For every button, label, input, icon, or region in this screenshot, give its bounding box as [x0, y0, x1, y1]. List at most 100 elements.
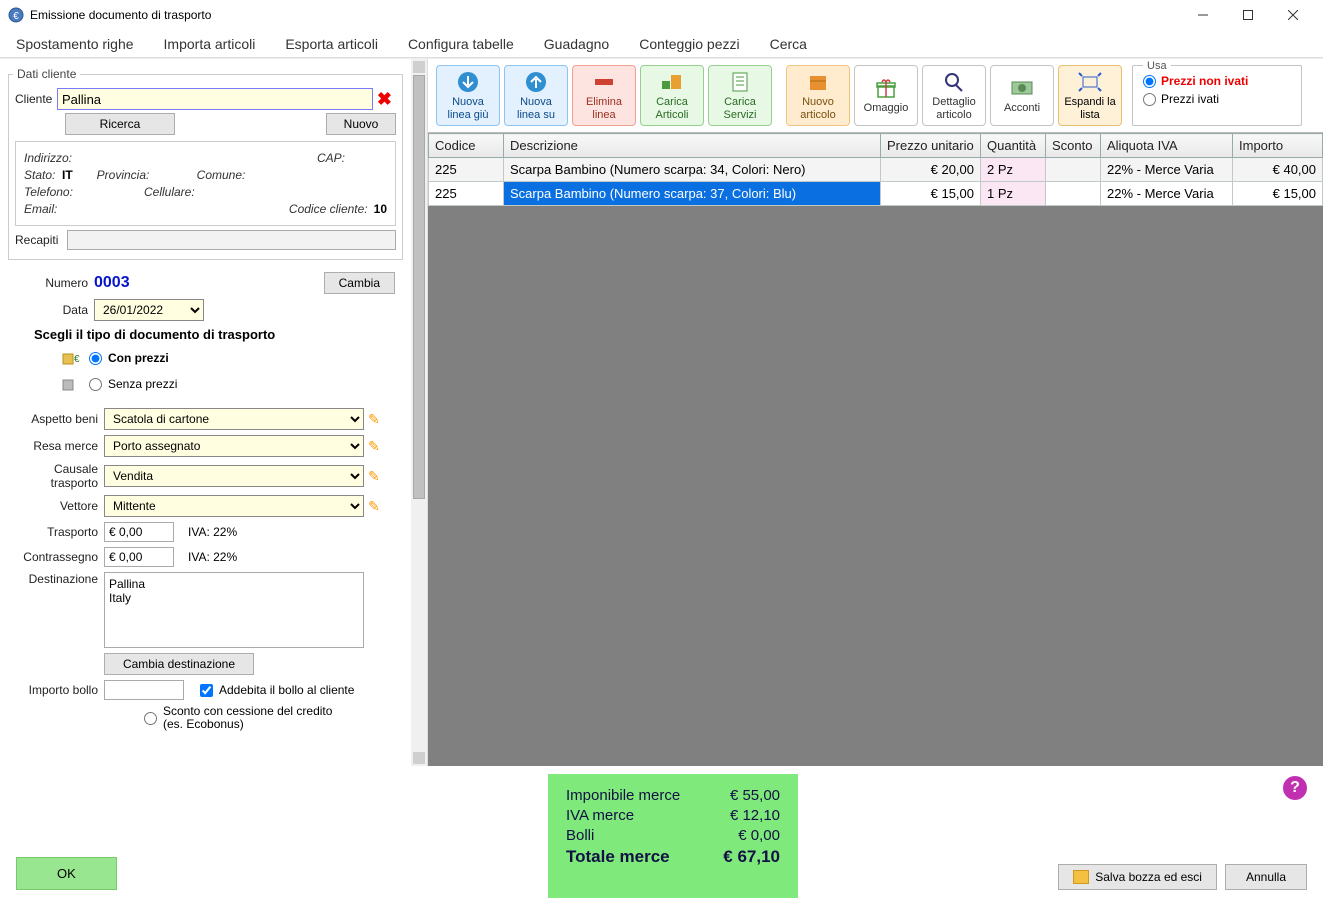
contrassegno-input[interactable]: [104, 547, 174, 567]
cell-prezzo[interactable]: € 20,00: [881, 158, 981, 182]
nuovo-cliente-button[interactable]: Nuovo: [326, 113, 396, 135]
cell-descrizione[interactable]: Scarpa Bambino (Numero scarpa: 37, Color…: [504, 182, 881, 206]
recapiti-label: Recapiti: [15, 233, 67, 247]
cap-label: CAP:: [317, 151, 387, 165]
causale-label: Causale trasporto: [4, 462, 104, 490]
recapiti-input[interactable]: [67, 230, 396, 250]
magnifier-icon: [940, 70, 968, 94]
cell-iva[interactable]: 22% - Merce Varia: [1101, 158, 1233, 182]
destinazione-label: Destinazione: [4, 572, 104, 586]
minimize-button[interactable]: [1180, 0, 1225, 30]
menu-esporta[interactable]: Esporta articoli: [279, 32, 384, 56]
prezzi-ivati-radio[interactable]: [1143, 93, 1156, 106]
contrassegno-label: Contrassegno: [4, 550, 104, 564]
column-header[interactable]: Sconto: [1046, 134, 1101, 158]
vettore-edit-icon[interactable]: ✎: [368, 498, 380, 515]
ok-button[interactable]: OK: [16, 857, 117, 890]
cell-prezzo[interactable]: € 15,00: [881, 182, 981, 206]
carica-servizi-button[interactable]: Carica Servizi: [708, 65, 772, 126]
stato-value: IT: [62, 168, 73, 182]
nuovo-articolo-button[interactable]: Nuovo articolo: [786, 65, 850, 126]
con-prezzi-icon: €: [59, 346, 83, 370]
svg-text:€: €: [13, 11, 19, 22]
cambia-numero-button[interactable]: Cambia: [324, 272, 395, 294]
annulla-button[interactable]: Annulla: [1225, 864, 1307, 890]
menu-configura[interactable]: Configura tabelle: [402, 32, 520, 56]
senza-prezzi-radio[interactable]: [89, 378, 102, 391]
addebita-bollo-checkbox[interactable]: [200, 684, 213, 697]
sconto-cessione-label: Sconto con cessione del credito (es. Eco…: [163, 705, 343, 731]
totals-box: Imponibile merce€ 55,00 IVA merce€ 12,10…: [548, 774, 798, 898]
causale-edit-icon[interactable]: ✎: [368, 468, 380, 485]
menu-cerca[interactable]: Cerca: [764, 32, 813, 56]
column-header[interactable]: Quantità: [981, 134, 1046, 158]
omaggio-button[interactable]: Omaggio: [854, 65, 918, 126]
nuova-linea-su-button[interactable]: Nuova linea su: [504, 65, 568, 126]
cell-importo[interactable]: € 40,00: [1233, 158, 1323, 182]
cell-quantita[interactable]: 1 Pz: [981, 182, 1046, 206]
menu-guadagno[interactable]: Guadagno: [538, 32, 615, 56]
contrassegno-iva: IVA: 22%: [188, 550, 237, 564]
forklift-icon: [658, 70, 686, 94]
ricerca-button[interactable]: Ricerca: [65, 113, 175, 135]
cell-descrizione[interactable]: Scarpa Bambino (Numero scarpa: 34, Color…: [504, 158, 881, 182]
trasporto-input[interactable]: [104, 522, 174, 542]
cell-codice[interactable]: 225: [429, 158, 504, 182]
dettaglio-articolo-button[interactable]: Dettaglio articolo: [922, 65, 986, 126]
column-header[interactable]: Codice: [429, 134, 504, 158]
prezzi-non-ivati-radio[interactable]: [1143, 75, 1156, 88]
numero-label: Numero: [4, 276, 94, 290]
cell-sconto[interactable]: [1046, 158, 1101, 182]
stato-label: Stato:: [24, 168, 62, 182]
imponibile-label: Imponibile merce: [566, 787, 680, 804]
salva-bozza-button[interactable]: Salva bozza ed esci: [1058, 864, 1217, 890]
menu-spostamento[interactable]: Spostamento righe: [10, 32, 140, 56]
causale-select[interactable]: Vendita: [104, 465, 364, 487]
sconto-cessione-radio[interactable]: [144, 712, 157, 725]
help-icon[interactable]: ?: [1283, 776, 1307, 800]
aspetto-beni-edit-icon[interactable]: ✎: [368, 411, 380, 428]
cliente-clear-icon[interactable]: ✖: [373, 89, 396, 110]
column-header[interactable]: Descrizione: [504, 134, 881, 158]
table-row[interactable]: 225Scarpa Bambino (Numero scarpa: 34, Co…: [429, 158, 1323, 182]
resa-merce-select[interactable]: Porto assegnato: [104, 435, 364, 457]
column-header[interactable]: Aliquota IVA: [1101, 134, 1233, 158]
indirizzo-label: Indirizzo:: [24, 151, 94, 165]
cliente-label: Cliente: [15, 92, 57, 106]
vettore-label: Vettore: [4, 499, 104, 513]
cell-iva[interactable]: 22% - Merce Varia: [1101, 182, 1233, 206]
cell-sconto[interactable]: [1046, 182, 1101, 206]
data-select[interactable]: 26/01/2022: [94, 299, 204, 321]
items-table[interactable]: CodiceDescrizionePrezzo unitarioQuantità…: [428, 133, 1323, 206]
maximize-button[interactable]: [1225, 0, 1270, 30]
column-header[interactable]: Importo: [1233, 134, 1323, 158]
resa-merce-label: Resa merce: [4, 439, 104, 453]
elimina-linea-button[interactable]: Elimina linea: [572, 65, 636, 126]
importo-bollo-input[interactable]: [104, 680, 184, 700]
cliente-input[interactable]: [57, 88, 373, 110]
left-scrollbar[interactable]: [411, 59, 427, 766]
column-header[interactable]: Prezzo unitario: [881, 134, 981, 158]
cell-codice[interactable]: 225: [429, 182, 504, 206]
carica-articoli-button[interactable]: Carica Articoli: [640, 65, 704, 126]
aspetto-beni-select[interactable]: Scatola di cartone: [104, 408, 364, 430]
close-button[interactable]: [1270, 0, 1315, 30]
cell-quantita[interactable]: 2 Pz: [981, 158, 1046, 182]
menu-conteggio[interactable]: Conteggio pezzi: [633, 32, 745, 56]
table-row[interactable]: 225Scarpa Bambino (Numero scarpa: 37, Co…: [429, 182, 1323, 206]
menu-importa[interactable]: Importa articoli: [158, 32, 262, 56]
con-prezzi-radio[interactable]: [89, 352, 102, 365]
data-label: Data: [4, 303, 94, 317]
nuova-linea-giu-button[interactable]: Nuova linea giù: [436, 65, 500, 126]
cell-importo[interactable]: € 15,00: [1233, 182, 1323, 206]
espandi-lista-button[interactable]: Espandi la lista: [1058, 65, 1122, 126]
vettore-select[interactable]: Mittente: [104, 495, 364, 517]
senza-prezzi-icon: [59, 372, 83, 396]
cambia-destinazione-button[interactable]: Cambia destinazione: [104, 653, 254, 675]
destinazione-textarea[interactable]: Pallina Italy: [104, 572, 364, 648]
bolli-value: € 0,00: [738, 827, 780, 844]
resa-merce-edit-icon[interactable]: ✎: [368, 438, 380, 455]
tipo-doc-title: Scegli il tipo di documento di trasporto: [34, 327, 419, 342]
acconti-button[interactable]: Acconti: [990, 65, 1054, 126]
trasporto-label: Trasporto: [4, 525, 104, 539]
